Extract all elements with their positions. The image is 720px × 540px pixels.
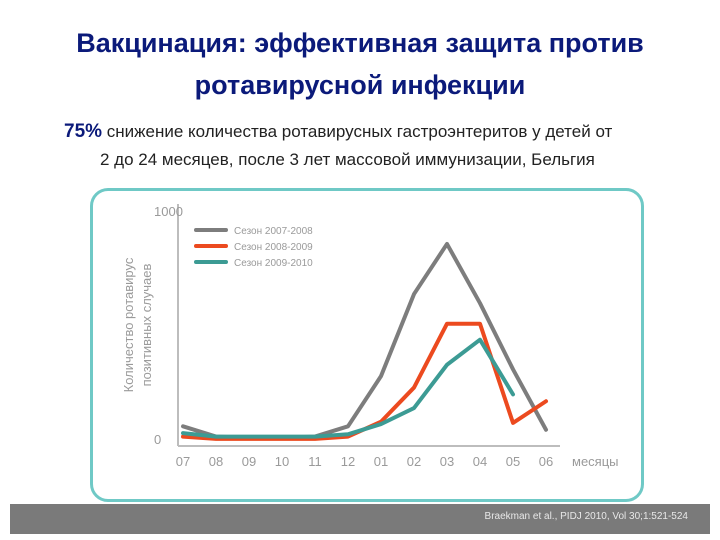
data-point (544, 400, 548, 403)
footer-bar: Braekman et al., PIDJ 2010, Vol 30;1:521… (10, 504, 710, 534)
data-point (511, 393, 515, 396)
data-point (181, 425, 185, 428)
chart-legend: Сезон 2007-2008 Сезон 2008-2009 Сезон 2009… (194, 226, 313, 269)
data-point (181, 431, 185, 435)
y-tick-label: 0 (154, 432, 161, 447)
legend-label: Сезон 2007-2008 (234, 226, 313, 237)
data-point (412, 386, 416, 389)
x-tick-label: 05 (506, 454, 520, 469)
data-point (412, 406, 416, 410)
y-axis-label-line-2: позитивных случаев (139, 263, 154, 386)
x-tick-label: 07 (176, 454, 190, 469)
data-point (412, 292, 416, 296)
y-tick-label: 1000 (154, 204, 183, 219)
data-point (214, 435, 218, 438)
data-point (445, 242, 449, 246)
data-point (511, 421, 515, 425)
data-point (445, 363, 449, 366)
data-point (445, 322, 449, 325)
data-point (346, 433, 350, 436)
legend-label: Сезон 2009-2010 (234, 258, 313, 269)
data-point (478, 338, 482, 341)
data-point (544, 428, 548, 431)
x-tick-label: 04 (473, 454, 487, 469)
x-tick-label: 11 (308, 454, 322, 469)
series-lines (181, 241, 548, 441)
citation: Braekman et al., PIDJ 2010, Vol 30;1:521… (484, 511, 688, 522)
chart-axes (177, 204, 560, 447)
x-tick-label: 08 (209, 454, 223, 469)
data-point (478, 302, 482, 305)
series-line-0 (181, 241, 548, 440)
x-tick-label: 10 (275, 454, 289, 469)
reduction-percent: 75% (64, 121, 103, 142)
data-point (346, 425, 350, 428)
data-point (379, 374, 383, 378)
x-tick-label: 12 (341, 454, 355, 469)
x-axis-label: месяцы (572, 454, 619, 469)
x-ticks: 07 08 09 10 11 12 01 02 03 04 05 06 (176, 454, 553, 469)
slide-title: Вакцинация: эффективная защита против ро… (0, 22, 720, 106)
x-tick-label: 03 (440, 454, 454, 469)
chart-frame (90, 188, 644, 502)
title-line-1: Вакцинация: эффективная защита против (76, 28, 644, 58)
x-tick-label: 01 (374, 454, 388, 469)
subtitle-line-2: 2 до 24 месяцев, после 3 лет массовой им… (100, 150, 595, 169)
x-tick-label: 02 (407, 454, 421, 469)
subtitle-text: снижение количества ротавирусных гастроэ… (106, 122, 613, 141)
y-ticks: 1000 0 (154, 204, 183, 447)
x-tick-label: 06 (539, 454, 553, 469)
data-point (181, 435, 185, 438)
legend-label: Сезон 2008-2009 (234, 242, 313, 253)
data-point (511, 368, 515, 371)
data-point (247, 435, 251, 438)
data-point (379, 422, 383, 426)
series-line-2 (181, 337, 515, 439)
series-line-1 (181, 321, 548, 441)
y-axis-label-line-1: Количество ротавирус (121, 257, 136, 392)
data-point (280, 435, 284, 438)
title-line-2: ротавирусной инфекции (194, 70, 526, 100)
slide-subtitle: 75% снижение количества ротавирусных гас… (64, 118, 684, 174)
x-tick-label: 09 (242, 454, 256, 469)
data-point (313, 435, 317, 438)
data-point (478, 322, 482, 325)
